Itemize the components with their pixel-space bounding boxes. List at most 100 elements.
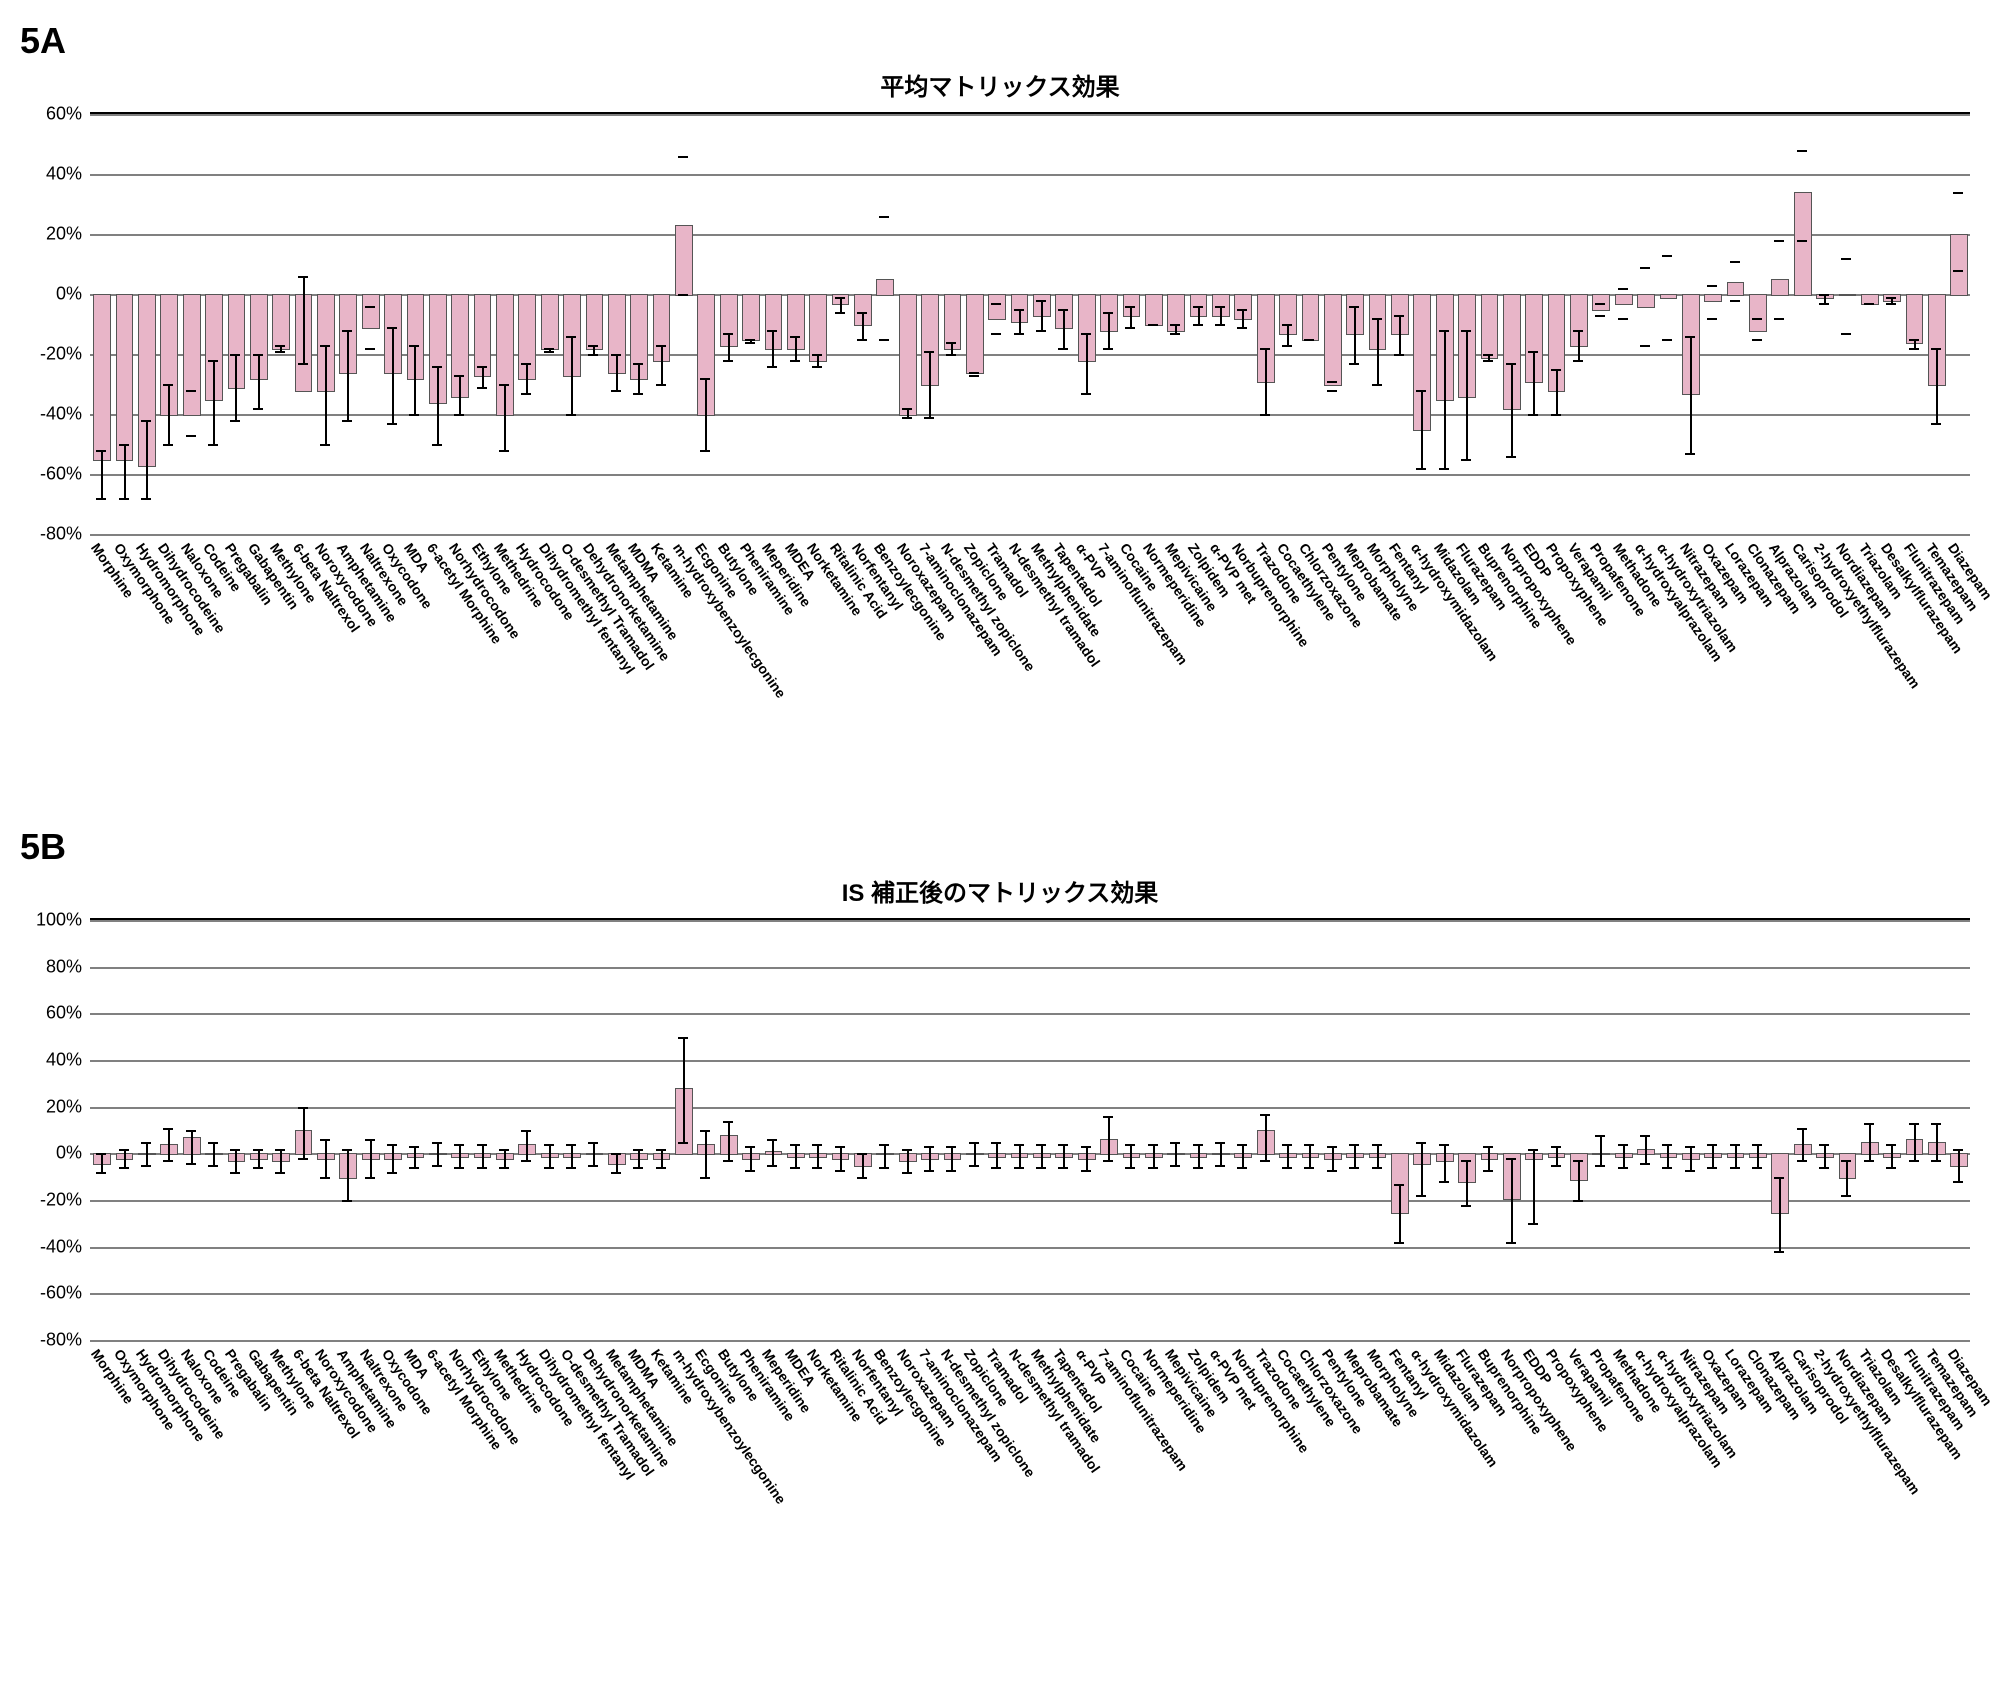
error-cap (208, 360, 218, 362)
error-cap (1774, 1177, 1784, 1179)
error-cap (1595, 303, 1605, 305)
xlabel-slot: Dihydrocodeine (157, 1342, 179, 1592)
xlabel-slot: Hydrocodone (515, 536, 537, 786)
bar-slot (806, 920, 828, 1340)
bar-slot (985, 114, 1007, 534)
error-bar (1063, 1144, 1065, 1167)
error-cap (1170, 324, 1180, 326)
error-cap (454, 1167, 464, 1169)
error-cap (1372, 1144, 1382, 1146)
xlabel-slot: Methadone (1612, 536, 1634, 786)
error-cap (1551, 1165, 1561, 1167)
error-cap (1909, 1160, 1919, 1162)
xlabel-slot: Cocaethylene (1276, 1342, 1298, 1592)
bar (586, 294, 604, 350)
xlabel-slot: Cocaine (1119, 536, 1141, 786)
error-cap (566, 336, 576, 338)
bar-slot (314, 114, 336, 534)
xlabel-slot: Ritalinic Acid (828, 536, 850, 786)
error-cap (790, 336, 800, 338)
xlabel-slot: Flurazepam (1455, 536, 1477, 786)
error-cap (275, 351, 285, 353)
xlabel-slot: Nitrazepam (1679, 1342, 1701, 1592)
bar-slot (224, 920, 246, 1340)
error-cap (1953, 1181, 1963, 1183)
error-cap (1752, 1167, 1762, 1169)
error-bar (392, 1144, 394, 1172)
xlabel-slot: Naloxone (180, 536, 202, 786)
xlabel-slot: Chlorzoxazone (1298, 536, 1320, 786)
xlabel-slot: Benzoylecgonine (873, 536, 895, 786)
xlabel-slot: Oxymorphone (112, 536, 134, 786)
error-cap (1282, 1167, 1292, 1169)
bar-slot (381, 920, 403, 1340)
error-bar (1645, 1135, 1647, 1163)
error-cap (1125, 1144, 1135, 1146)
bar-slot (1298, 114, 1320, 534)
error-cap (1841, 1195, 1851, 1197)
bar-slot (224, 114, 246, 534)
bar-slot (1052, 920, 1074, 1340)
error-cap (991, 303, 1001, 305)
error-cap (879, 1144, 889, 1146)
error-cap (186, 435, 196, 437)
error-cap (365, 348, 375, 350)
chart-title-5a: 平均マトリックス効果 (20, 67, 1980, 102)
error-cap (342, 1149, 352, 1151)
bar-slot (202, 114, 224, 534)
error-cap (409, 1146, 419, 1148)
error-cap (1909, 339, 1919, 341)
bar-slot (1500, 114, 1522, 534)
bar-slot (269, 114, 291, 534)
xlabel-slot: Norbuprenorphine (1231, 536, 1253, 786)
error-cap (1819, 294, 1829, 296)
xlabel-slot: Noroxazepam (896, 1342, 918, 1592)
error-cap (1797, 1160, 1807, 1162)
error-cap (1237, 1167, 1247, 1169)
error-cap (700, 378, 710, 380)
bar-slot (1030, 114, 1052, 534)
bar (1749, 294, 1767, 332)
ytick-label: 100% (36, 910, 90, 931)
bar (1615, 294, 1633, 305)
xlabel-slot: Pentylone (1321, 536, 1343, 786)
error-cap (1439, 330, 1449, 332)
error-cap (1215, 306, 1225, 308)
bar (1771, 279, 1789, 296)
bar-slot (1231, 114, 1253, 534)
bar-slot (1142, 114, 1164, 534)
error-bar (482, 1144, 484, 1167)
bar-slot (806, 114, 828, 534)
error-cap (656, 1149, 666, 1151)
error-cap (566, 414, 576, 416)
error-cap (700, 1130, 710, 1132)
xlabel-slot: Metamphetamine (605, 536, 627, 786)
error-bar (1242, 1144, 1244, 1167)
bar-slot (135, 920, 157, 1340)
bar-slot (381, 114, 403, 534)
error-cap (1752, 1144, 1762, 1146)
error-cap (767, 1165, 777, 1167)
error-cap (163, 1160, 173, 1162)
error-cap (633, 393, 643, 395)
error-cap (1439, 1181, 1449, 1183)
error-cap (1797, 150, 1807, 152)
error-bar (772, 1139, 774, 1165)
error-bar (1153, 1144, 1155, 1167)
error-bar (1377, 1144, 1379, 1167)
error-cap (365, 306, 375, 308)
bar-slot (1119, 920, 1141, 1340)
xlabel-slot: Codeine (202, 1342, 224, 1592)
error-cap (1394, 1184, 1404, 1186)
error-cap (1193, 306, 1203, 308)
xlabel-slot: Butylone (717, 536, 739, 786)
error-cap (678, 1142, 688, 1144)
error-bar (235, 1149, 237, 1172)
xlabel-slot: 6-beta Naltrexol (291, 1342, 313, 1592)
error-cap (1886, 1144, 1896, 1146)
bar-slot (1835, 920, 1857, 1340)
panel-label-5b: 5B (20, 826, 1980, 868)
error-cap (230, 1172, 240, 1174)
bar (988, 294, 1006, 320)
error-cap (1081, 1170, 1091, 1172)
